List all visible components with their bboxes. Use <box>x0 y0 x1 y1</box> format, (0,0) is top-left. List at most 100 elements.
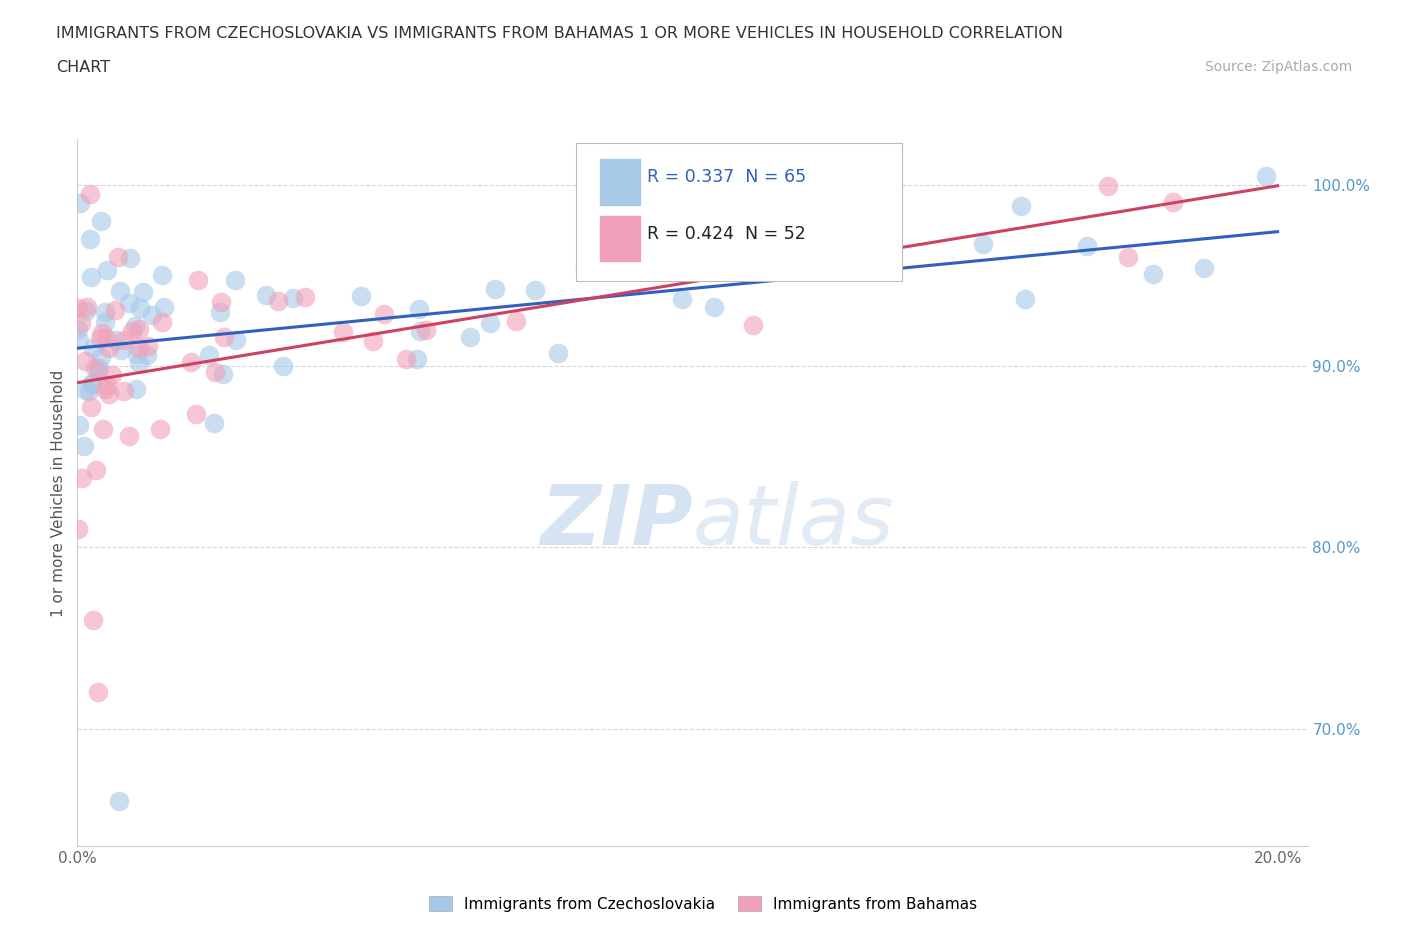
Point <box>76 299 98 314</box>
Point <box>141 307 163 322</box>
Point <box>128 356 150 371</box>
Point <box>69 333 91 348</box>
Point <box>1116 250 1139 265</box>
Point <box>91 326 114 340</box>
Point <box>103 303 125 318</box>
Point <box>479 315 502 330</box>
Point <box>209 304 232 319</box>
Point <box>373 307 395 322</box>
Point <box>86 364 108 379</box>
Point <box>112 384 135 399</box>
Point <box>697 216 720 231</box>
Point <box>153 300 176 315</box>
Point <box>149 422 172 437</box>
Point <box>94 382 117 397</box>
Text: CHART: CHART <box>56 60 110 75</box>
Point <box>125 382 148 397</box>
Point <box>125 347 148 362</box>
Point <box>1192 260 1215 275</box>
Point <box>254 288 277 303</box>
Point <box>1076 239 1098 254</box>
Point <box>112 332 135 347</box>
Point <box>225 332 247 347</box>
Point <box>523 283 546 298</box>
Point <box>209 295 232 310</box>
Point <box>67 321 90 336</box>
Text: IMMIGRANTS FROM CZECHOSLOVAKIA VS IMMIGRANTS FROM BAHAMAS 1 OR MORE VEHICLES IN : IMMIGRANTS FROM CZECHOSLOVAKIA VS IMMIGR… <box>56 26 1063 41</box>
Point <box>73 353 96 368</box>
Point <box>1097 179 1119 193</box>
Point <box>87 360 110 375</box>
FancyBboxPatch shape <box>575 143 901 281</box>
Y-axis label: 1 or more Vehicles in Household: 1 or more Vehicles in Household <box>51 369 66 617</box>
Text: R = 0.424  N = 52: R = 0.424 N = 52 <box>647 224 806 243</box>
Point <box>212 330 235 345</box>
Point <box>66 522 89 537</box>
Point <box>82 375 104 390</box>
Point <box>132 285 155 299</box>
Point <box>70 471 93 485</box>
Point <box>70 315 93 330</box>
Point <box>741 317 763 332</box>
Point <box>972 237 994 252</box>
Point <box>90 214 112 229</box>
Point <box>80 269 103 284</box>
Point <box>350 288 373 303</box>
Point <box>82 377 104 392</box>
Point <box>91 422 114 437</box>
Point <box>204 416 226 431</box>
Point <box>1142 267 1164 282</box>
Point <box>82 612 104 627</box>
Point <box>267 294 290 309</box>
Point <box>94 330 117 345</box>
Point <box>281 291 304 306</box>
Point <box>823 263 845 278</box>
Point <box>574 259 596 274</box>
Point <box>87 684 110 699</box>
Point <box>212 366 235 381</box>
Point <box>671 292 693 307</box>
Point <box>82 340 104 355</box>
Point <box>271 358 294 373</box>
Point <box>108 793 131 808</box>
Point <box>75 382 97 397</box>
Point <box>409 324 432 339</box>
Point <box>505 313 527 328</box>
Point <box>93 304 115 319</box>
Point <box>94 315 117 330</box>
Point <box>104 333 127 348</box>
Point <box>73 438 96 453</box>
Point <box>332 325 354 339</box>
Point <box>197 347 219 362</box>
Point <box>1254 168 1277 183</box>
Point <box>118 251 141 266</box>
Point <box>67 418 90 432</box>
Point <box>100 367 122 382</box>
Point <box>97 341 120 356</box>
Point <box>75 304 97 319</box>
Point <box>136 339 159 353</box>
Point <box>136 348 159 363</box>
Point <box>66 300 89 315</box>
Text: Source: ZipAtlas.com: Source: ZipAtlas.com <box>1205 60 1353 74</box>
Point <box>84 361 107 376</box>
Point <box>80 400 103 415</box>
Point <box>180 354 202 369</box>
Point <box>108 284 131 299</box>
Point <box>224 272 246 287</box>
Point <box>118 428 141 443</box>
Point <box>124 319 146 334</box>
Point <box>759 255 782 270</box>
Point <box>408 301 430 316</box>
Point <box>186 406 208 421</box>
Point <box>84 462 107 477</box>
Point <box>128 341 150 356</box>
Point <box>77 383 100 398</box>
Point <box>484 282 506 297</box>
Point <box>294 289 316 304</box>
Point <box>107 249 129 264</box>
Point <box>118 296 141 311</box>
Point <box>703 299 725 314</box>
Point <box>110 343 132 358</box>
Text: atlas: atlas <box>693 481 894 562</box>
